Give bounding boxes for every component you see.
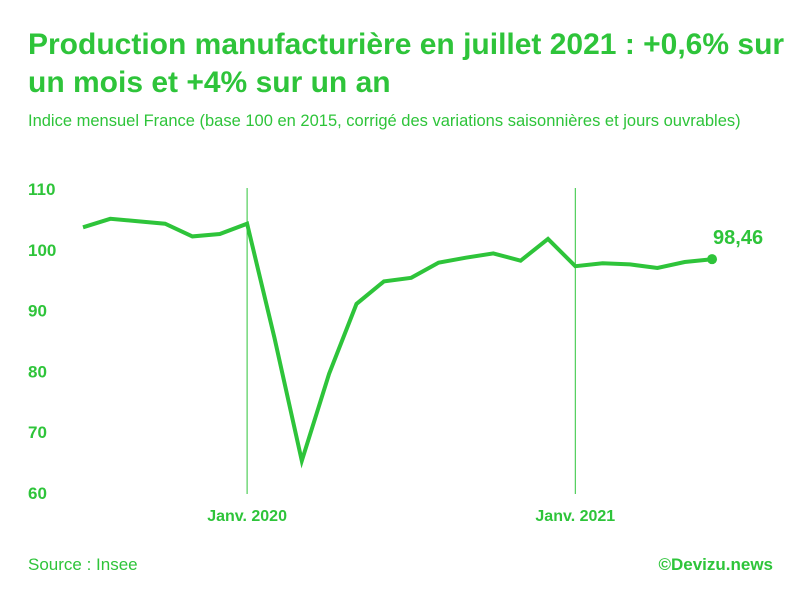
series-group — [82, 216, 713, 469]
end-value-label: 98,46 — [713, 227, 763, 249]
x-tick-label: Janv. 2021 — [535, 508, 615, 525]
y-tick-label: 90 — [28, 302, 47, 321]
annotation-group: 98,46 — [707, 227, 763, 265]
y-axis: 110 100 90 80 70 60 — [28, 180, 56, 503]
source-note: Source : Insee — [28, 555, 138, 574]
y-tick-label: 80 — [28, 362, 47, 381]
chart-subtitle: Indice mensuel France (base 100 en 2015,… — [28, 112, 741, 130]
x-axis: Janv. 2020 Janv. 2021 — [207, 508, 615, 525]
y-tick-label: 70 — [28, 423, 47, 442]
chart-title: Production manufacturière en juillet 202… — [28, 28, 785, 99]
series-line — [82, 216, 713, 469]
y-tick-label: 110 — [28, 180, 55, 199]
y-tick-label: 60 — [28, 484, 47, 503]
credit-link[interactable]: ©Devizu.news — [658, 555, 773, 574]
end-point-marker — [707, 254, 718, 265]
x-tick-label: Janv. 2020 — [207, 508, 287, 525]
y-tick-label: 100 — [28, 241, 56, 260]
vertical-gridlines — [246, 188, 576, 494]
